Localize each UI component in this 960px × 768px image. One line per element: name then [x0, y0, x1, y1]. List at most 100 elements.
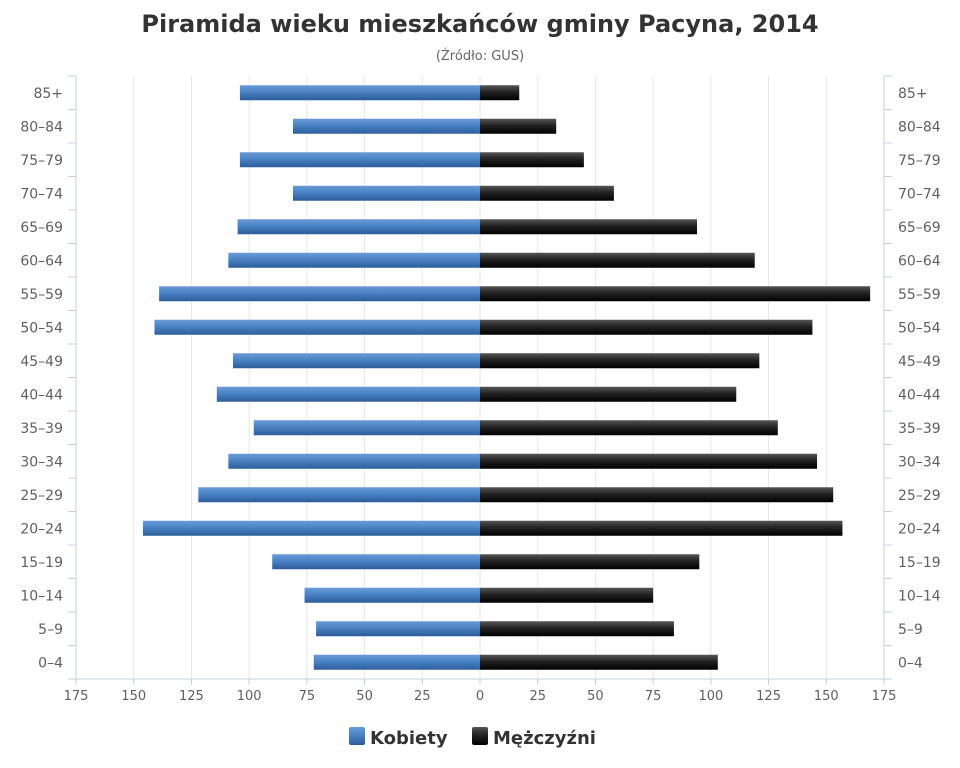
x-tick-label: 150 — [814, 689, 839, 704]
bar-kobiety[interactable] — [304, 587, 480, 603]
category-label: 80–84 — [898, 119, 941, 135]
category-label: 70–74 — [898, 186, 941, 202]
bar-mezczyzni[interactable] — [480, 654, 718, 670]
category-labels-right: 85+ 80–84 75–79 70–74 65–69 60–64 55–59 50–54 45… — [898, 86, 941, 672]
category-label: 30–34 — [898, 454, 941, 470]
category-label: 50–54 — [20, 320, 63, 336]
category-label: 40–44 — [20, 387, 63, 403]
x-tick-label: 175 — [64, 689, 89, 704]
category-label: 65–69 — [20, 220, 63, 236]
category-label: 0–4 — [898, 655, 923, 671]
category-label: 55–59 — [898, 287, 941, 303]
category-label: 75–79 — [898, 153, 941, 169]
bar-mezczyzni[interactable] — [480, 319, 813, 335]
category-label: 10–14 — [20, 588, 63, 604]
legend-swatch-mezczyzni — [472, 727, 488, 745]
category-label: 45–49 — [898, 354, 941, 370]
legend-swatch-kobiety — [349, 727, 365, 745]
chart-subtitle: (Źródło: GUS) — [436, 48, 524, 64]
category-label: 20–24 — [898, 521, 941, 537]
bar-kobiety[interactable] — [228, 252, 480, 268]
category-label: 20–24 — [20, 521, 63, 537]
bar-kobiety[interactable] — [272, 554, 480, 570]
x-tick-label: 25 — [529, 689, 546, 704]
bar-kobiety[interactable] — [198, 487, 480, 503]
category-label: 25–29 — [20, 488, 63, 504]
x-tick-label: 100 — [698, 689, 723, 704]
x-tick-label: 175 — [872, 689, 897, 704]
x-tick-label: 50 — [587, 689, 604, 704]
bar-kobiety[interactable] — [239, 152, 480, 168]
category-label: 80–84 — [20, 119, 63, 135]
bar-kobiety[interactable] — [159, 286, 480, 302]
category-labels-left: 85+ 80–84 75–79 70–74 65–69 60–64 55–59 50–54 45… — [20, 86, 63, 672]
bar-mezczyzni[interactable] — [480, 252, 755, 268]
bar-mezczyzni[interactable] — [480, 487, 834, 503]
bar-kobiety[interactable] — [142, 520, 480, 536]
bar-mezczyzni[interactable] — [480, 219, 698, 235]
bar-kobiety[interactable] — [237, 219, 480, 235]
bar-kobiety[interactable] — [228, 453, 480, 469]
bar-kobiety[interactable] — [313, 654, 480, 670]
category-label: 15–19 — [20, 555, 63, 571]
category-label: 50–54 — [898, 320, 941, 336]
legend-label-kobiety: Kobiety — [370, 728, 448, 749]
bar-kobiety[interactable] — [253, 420, 480, 436]
category-label: 65–69 — [898, 220, 941, 236]
x-tick-label: 100 — [237, 689, 262, 704]
bar-mezczyzni[interactable] — [480, 152, 584, 168]
category-label: 75–79 — [20, 153, 63, 169]
bar-mezczyzni[interactable] — [480, 353, 760, 369]
bar-mezczyzni[interactable] — [480, 185, 614, 201]
category-label: 5–9 — [898, 622, 923, 638]
bar-kobiety[interactable] — [239, 85, 480, 101]
category-label: 85+ — [898, 86, 928, 102]
x-tick-label: 50 — [356, 689, 373, 704]
chart-title: Piramida wieku mieszkańców gminy Pacyna,… — [141, 10, 818, 38]
legend-label-mezczyzni: Mężczyźni — [493, 728, 596, 749]
category-label: 70–74 — [20, 186, 63, 202]
bar-mezczyzni[interactable] — [480, 286, 871, 302]
axes — [68, 75, 892, 685]
bar-kobiety[interactable] — [293, 185, 480, 201]
category-label: 15–19 — [898, 555, 941, 571]
bar-kobiety[interactable] — [232, 353, 480, 369]
category-label: 30–34 — [20, 454, 63, 470]
bar-mezczyzni[interactable] — [480, 554, 700, 570]
bar-mezczyzni[interactable] — [480, 118, 557, 134]
bar-kobiety[interactable] — [293, 118, 480, 134]
category-label: 10–14 — [898, 588, 941, 604]
bar-mezczyzni[interactable] — [480, 386, 737, 402]
category-label: 25–29 — [898, 488, 941, 504]
x-tick-label: 75 — [645, 689, 662, 704]
bar-mezczyzni[interactable] — [480, 587, 654, 603]
x-tick-label: 125 — [756, 689, 781, 704]
category-label: 35–39 — [20, 421, 63, 437]
x-tick-label: 125 — [179, 689, 204, 704]
category-label: 0–4 — [38, 655, 63, 671]
x-tick-label: 0 — [476, 689, 484, 704]
bars — [142, 85, 871, 670]
bar-kobiety[interactable] — [316, 621, 480, 637]
bar-mezczyzni[interactable] — [480, 420, 778, 436]
grid-lines — [75, 76, 885, 679]
bar-mezczyzni[interactable] — [480, 453, 818, 469]
category-label: 40–44 — [898, 387, 941, 403]
category-label: 85+ — [33, 86, 63, 102]
category-label: 35–39 — [898, 421, 941, 437]
legend: Kobiety Mężczyźni — [349, 727, 596, 749]
x-tick-label: 75 — [299, 689, 316, 704]
x-tick-label: 25 — [414, 689, 431, 704]
bar-mezczyzni[interactable] — [480, 621, 674, 637]
category-label: 45–49 — [20, 354, 63, 370]
legend-item-mezczyzni[interactable]: Mężczyźni — [472, 727, 596, 749]
bar-mezczyzni[interactable] — [480, 85, 520, 101]
category-label: 55–59 — [20, 287, 63, 303]
bar-mezczyzni[interactable] — [480, 520, 843, 536]
x-tick-label: 150 — [121, 689, 146, 704]
legend-item-kobiety[interactable]: Kobiety — [349, 727, 448, 749]
bar-kobiety[interactable] — [154, 319, 480, 335]
category-label: 60–64 — [898, 253, 941, 269]
bar-kobiety[interactable] — [216, 386, 480, 402]
